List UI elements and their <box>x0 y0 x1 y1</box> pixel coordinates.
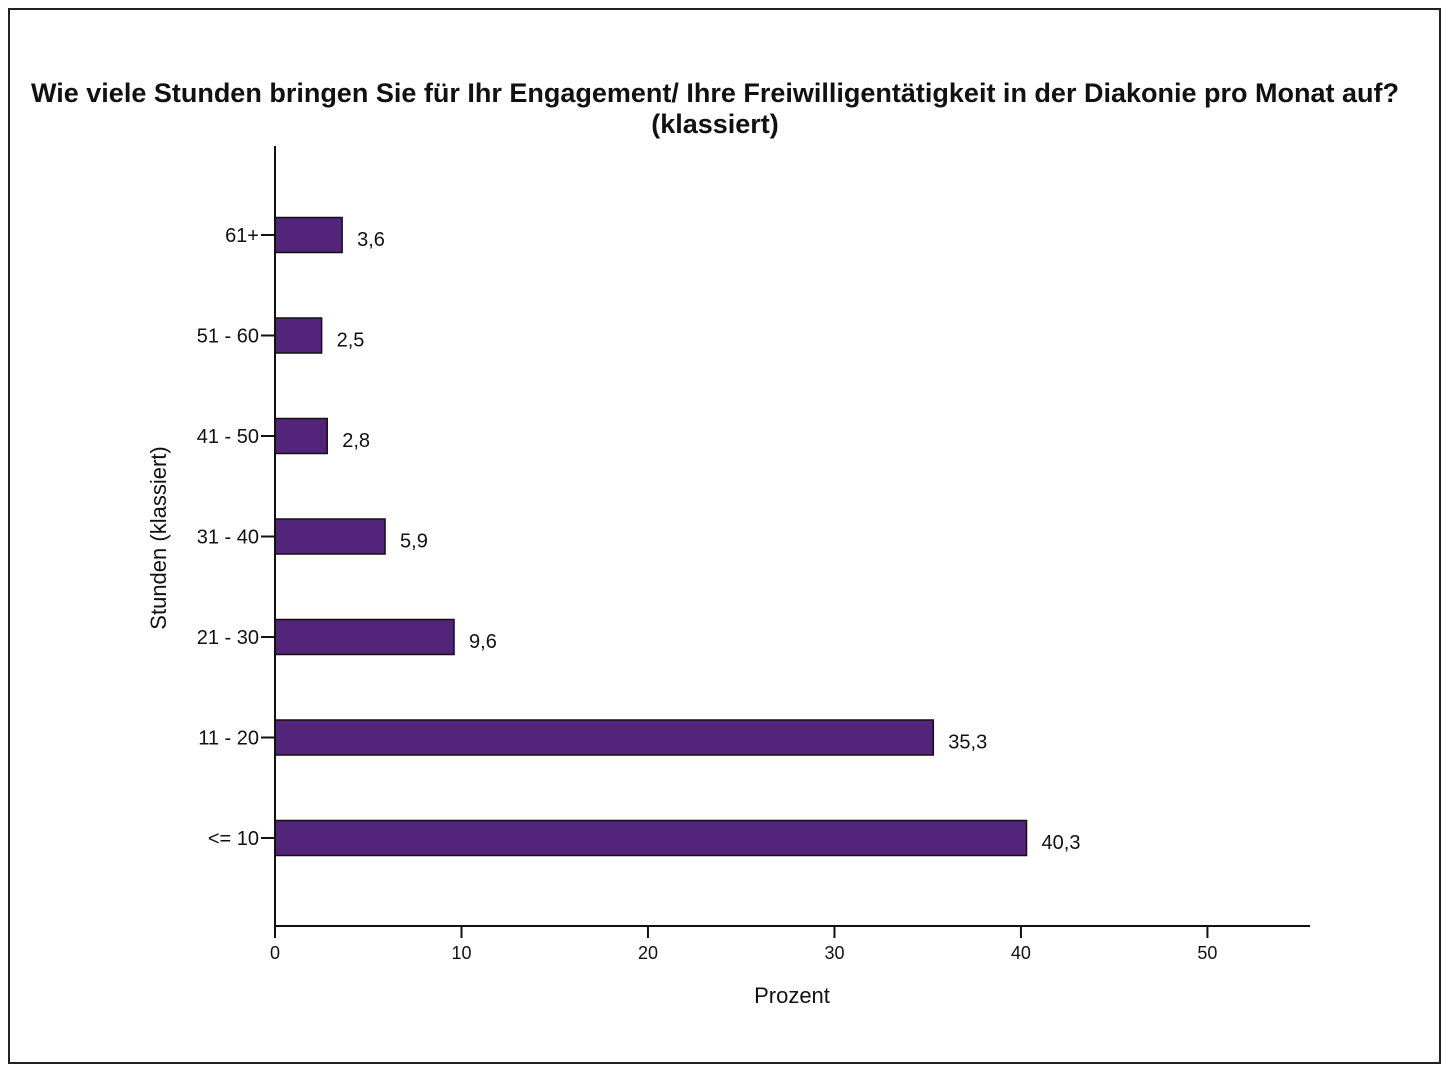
y-tick-label: 51 - 60 <box>197 326 259 348</box>
bar-value-label: 3,6 <box>357 229 385 251</box>
y-tick-label: 31 - 40 <box>197 527 259 549</box>
bar <box>274 417 328 455</box>
x-tick-label: 20 <box>638 943 658 963</box>
bar <box>274 518 386 555</box>
bar-value-label: 2,8 <box>342 430 370 452</box>
x-axis-title: Prozent <box>754 983 830 1008</box>
x-tick-label: 40 <box>1011 943 1031 963</box>
bar-value-label: 2,5 <box>337 330 365 352</box>
bar <box>274 216 343 254</box>
bar <box>274 618 455 656</box>
ticks-layer: 61+ 51 - 60 41 - 50 31 - 40 21 - 30 11 - 20 <=… <box>197 225 1218 963</box>
bar-value-label: 5,9 <box>400 531 428 553</box>
x-tick-label: 50 <box>1197 943 1217 963</box>
axes-layer <box>274 146 1310 927</box>
y-tick-label: 21 - 30 <box>197 627 259 649</box>
bar <box>274 819 1028 857</box>
y-tick-label: <= 10 <box>208 828 259 850</box>
x-tick-label: 0 <box>270 943 280 963</box>
y-tick-label: 61+ <box>225 225 259 247</box>
bars-layer: 3,6 2,5 2,8 5,9 9,6 35,3 40,3 <box>274 216 1081 857</box>
bar <box>274 719 935 756</box>
x-tick-label: 10 <box>451 943 471 963</box>
y-axis-title: Stunden (klassiert) <box>146 446 171 629</box>
bar <box>274 317 323 354</box>
y-tick-label: 11 - 20 <box>198 728 259 750</box>
bar-value-label: 40,3 <box>1042 832 1081 854</box>
bar-value-label: 9,6 <box>469 631 497 653</box>
y-tick-label: 41 - 50 <box>197 426 259 448</box>
x-tick-label: 30 <box>824 943 844 963</box>
chart-frame <box>8 8 1441 1064</box>
chart-title: Wie viele Stunden bringen Sie für Ihr En… <box>31 78 1399 139</box>
bar-value-label: 35,3 <box>948 732 987 754</box>
